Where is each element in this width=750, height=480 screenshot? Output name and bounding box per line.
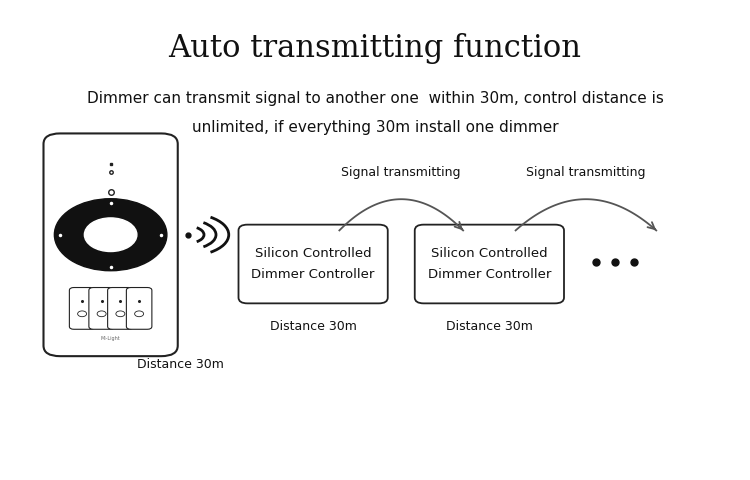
Text: Dimmer Controller: Dimmer Controller (427, 268, 551, 281)
Text: Mi-Light: Mi-Light (100, 336, 121, 341)
Text: Silicon Controlled: Silicon Controlled (431, 247, 548, 260)
Text: Distance 30m: Distance 30m (270, 320, 356, 333)
Text: Distance 30m: Distance 30m (136, 358, 224, 372)
FancyBboxPatch shape (126, 288, 152, 329)
Circle shape (55, 199, 166, 271)
Text: Auto transmitting function: Auto transmitting function (169, 33, 581, 63)
Text: Silicon Controlled: Silicon Controlled (255, 247, 371, 260)
FancyBboxPatch shape (88, 288, 115, 329)
Text: Signal transmitting: Signal transmitting (526, 166, 646, 180)
FancyBboxPatch shape (70, 288, 94, 329)
Text: Signal transmitting: Signal transmitting (341, 166, 461, 180)
FancyBboxPatch shape (238, 225, 388, 303)
Text: Dimmer Controller: Dimmer Controller (251, 268, 375, 281)
FancyBboxPatch shape (108, 288, 134, 329)
Circle shape (84, 218, 137, 252)
Text: unlimited, if everything 30m install one dimmer: unlimited, if everything 30m install one… (192, 120, 558, 135)
Text: Dimmer can transmit signal to another one  within 30m, control distance is: Dimmer can transmit signal to another on… (86, 91, 664, 106)
Text: Distance 30m: Distance 30m (446, 320, 532, 333)
FancyBboxPatch shape (415, 225, 564, 303)
FancyBboxPatch shape (44, 133, 178, 356)
